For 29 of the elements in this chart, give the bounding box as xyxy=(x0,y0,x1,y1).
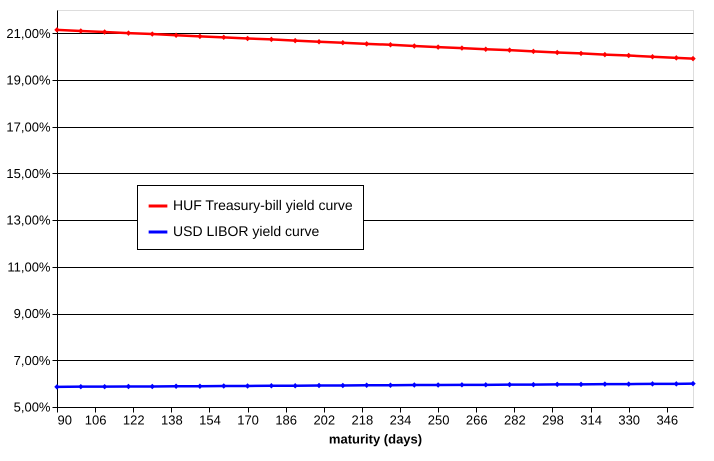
y-tick-label: 11,00% xyxy=(7,259,51,274)
x-tick-label: 90 xyxy=(58,412,72,428)
x-tick-label: 330 xyxy=(618,412,640,428)
x-tick-label: 218 xyxy=(352,412,374,428)
x-tick-label: 186 xyxy=(275,412,298,428)
legend-label: USD LIBOR yield curve xyxy=(173,223,320,239)
x-tick-label: 266 xyxy=(466,412,488,428)
y-tick-label: 17,00% xyxy=(6,119,51,134)
legend-label: HUF Treasury-bill yield curve xyxy=(173,197,353,213)
y-tick-label: 9,00% xyxy=(14,306,51,322)
x-tick-label: 122 xyxy=(122,412,145,428)
x-tick-label: 298 xyxy=(542,412,564,428)
x-tick-label: 234 xyxy=(390,412,412,428)
x-axis-title: maturity (days) xyxy=(328,432,422,446)
y-tick-label: 15,00% xyxy=(6,166,51,181)
x-tick-label: 170 xyxy=(237,412,259,428)
y-tick-label: 19,00% xyxy=(6,72,51,88)
x-tick-label: 250 xyxy=(428,412,450,428)
x-tick-label: 314 xyxy=(580,412,602,428)
x-tick-label: 282 xyxy=(504,412,526,428)
y-tick-label: 5,00% xyxy=(14,400,51,414)
x-tick-label: 138 xyxy=(160,412,183,428)
x-tick-label: 346 xyxy=(656,412,678,428)
y-tick-label: 21,00% xyxy=(6,26,51,41)
x-tick-label: 106 xyxy=(84,412,106,428)
y-tick-label: 7,00% xyxy=(14,352,51,368)
x-tick-label: 154 xyxy=(199,412,221,428)
x-tick-label: 202 xyxy=(313,412,336,428)
y-tick-label: 13,00% xyxy=(6,212,51,228)
